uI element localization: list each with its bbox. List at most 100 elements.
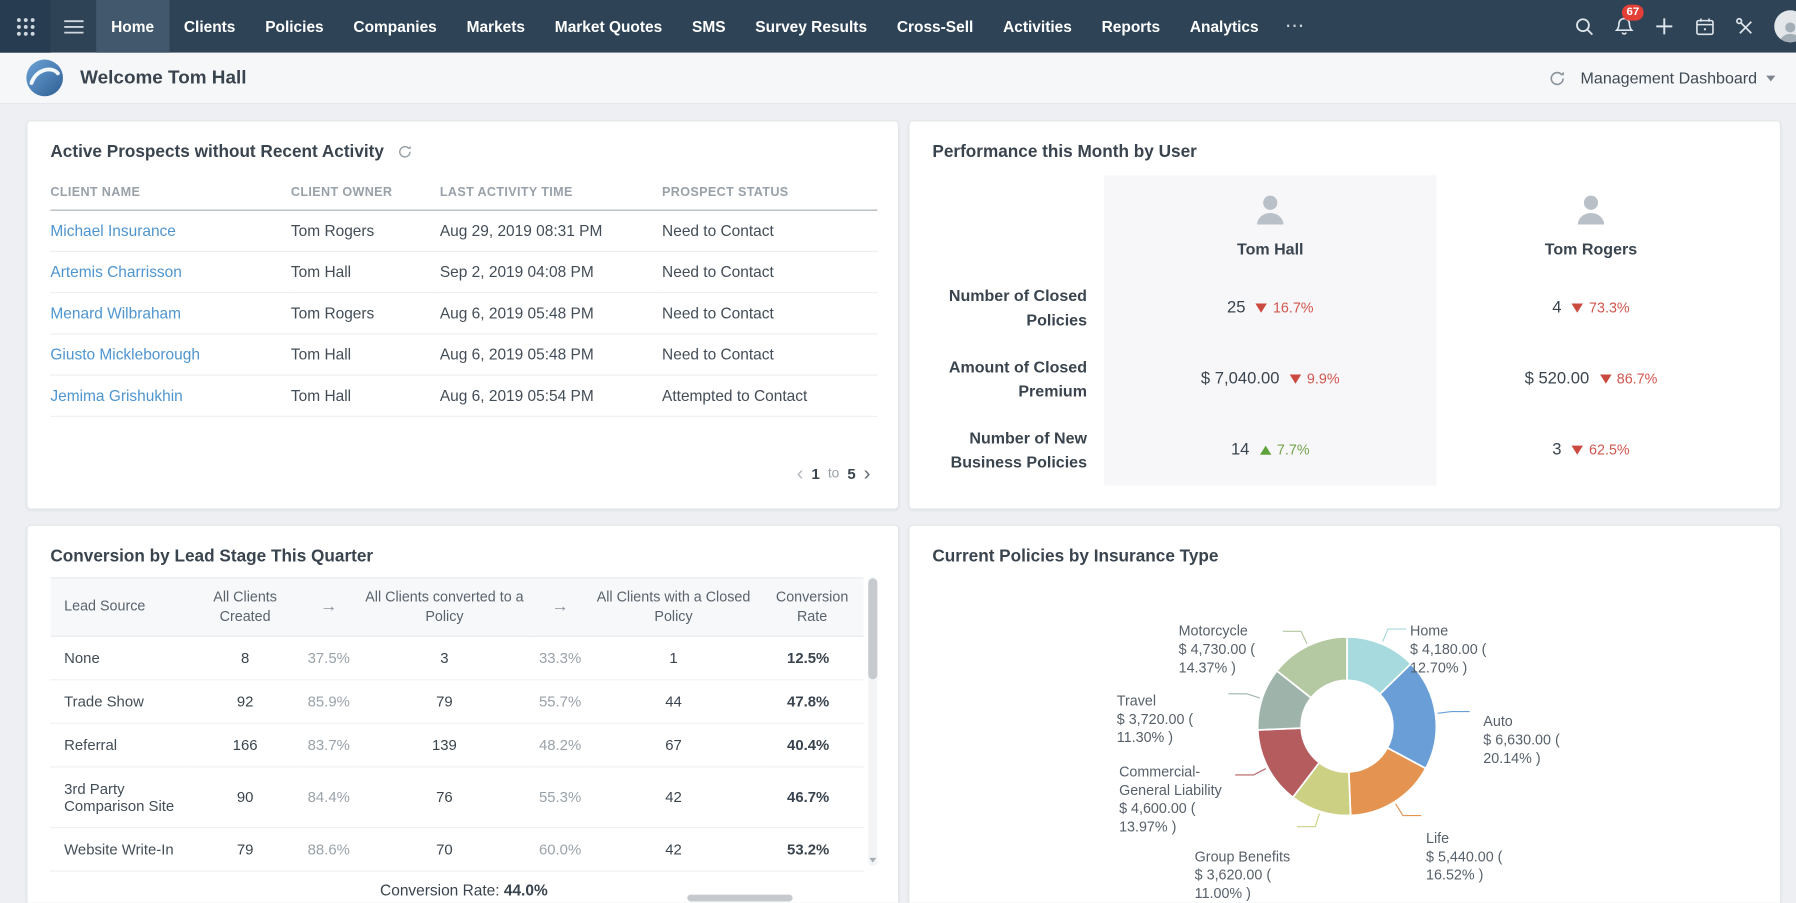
waffle-icon bbox=[16, 17, 35, 36]
pagination: ‹ 1 to 5 › bbox=[797, 463, 871, 484]
client-owner-cell: Tom Hall bbox=[290, 375, 440, 417]
table-row: Referral 166 83.7% 139 48.2% 67 40.4% bbox=[50, 723, 864, 768]
nav-tab-markets[interactable]: Markets bbox=[466, 17, 526, 35]
cell-num: 90 bbox=[187, 766, 303, 828]
donut-slice-motorcycle[interactable] bbox=[1275, 635, 1348, 700]
metric-value: 25 16.7% bbox=[1104, 272, 1437, 344]
last-activity-cell: Aug 6, 2019 05:48 PM bbox=[439, 292, 663, 335]
table-row: Trade Show 92 85.9% 79 55.7% 44 47.8% bbox=[50, 679, 864, 724]
table-row: Jemima Grishukhin Tom Hall Aug 6, 2019 05:… bbox=[50, 375, 878, 417]
cell-num: 42 bbox=[586, 766, 761, 828]
cell-pct: 55.3% bbox=[533, 766, 587, 828]
add-icon[interactable] bbox=[1647, 9, 1681, 43]
page-range-start: 1 bbox=[811, 464, 820, 482]
nav-tab-clients[interactable]: Clients bbox=[183, 17, 236, 35]
client-owner-cell: Tom Hall bbox=[290, 251, 440, 294]
table-row: 3rd Party Comparison Site 90 84.4% 76 55.3% 4… bbox=[50, 766, 864, 828]
previous-page-icon[interactable]: ‹ bbox=[796, 461, 804, 485]
setup-tools-icon[interactable] bbox=[1727, 9, 1761, 43]
cell-num: 92 bbox=[187, 679, 303, 724]
user-header-tom-hall: Tom Hall bbox=[1104, 175, 1437, 273]
card-title: Current Policies by Insurance Type bbox=[932, 546, 1219, 566]
client-name-link[interactable]: Michael Insurance bbox=[50, 222, 176, 240]
cell-lead: Trade Show bbox=[50, 679, 188, 724]
nav-tab-cross-sell[interactable]: Cross-Sell bbox=[896, 17, 974, 35]
cell-num: 70 bbox=[355, 827, 534, 872]
cell-rate: 40.4% bbox=[760, 723, 864, 768]
vertical-scrollbar[interactable] bbox=[868, 577, 878, 866]
client-name-link[interactable]: Jemima Grishukhin bbox=[50, 387, 183, 405]
nav-tab-companies[interactable]: Companies bbox=[353, 17, 437, 35]
cell-rate: 47.8% bbox=[760, 679, 864, 724]
cell-pct: 85.9% bbox=[302, 679, 356, 724]
top-navigation: Home Clients Policies Companies Markets Marke… bbox=[0, 0, 1796, 53]
prospects-table: CLIENT NAME CLIENT OWNER LAST ACTIVITY TIM… bbox=[50, 175, 878, 417]
chevron-down-icon bbox=[1766, 75, 1776, 81]
policies-by-type-card: Current Policies by Insurance Type Home $… bbox=[908, 524, 1782, 903]
nav-tab-activities[interactable]: Activities bbox=[1003, 17, 1072, 35]
change-percent: 9.9% bbox=[1306, 371, 1340, 388]
user-avatar-icon bbox=[1574, 191, 1608, 231]
column-header-all-clients-converted-to-a-policy: All Clients converted to a Policy bbox=[355, 577, 534, 637]
prospects-card: Active Prospects without Recent Activity… bbox=[26, 120, 900, 510]
client-name-link[interactable]: Giusto Mickleborough bbox=[50, 345, 200, 364]
nav-tab-home[interactable]: Home bbox=[96, 0, 169, 53]
cell-num: 1 bbox=[586, 635, 761, 681]
cell-pct: 84.4% bbox=[302, 766, 356, 828]
nav-tab-policies[interactable]: Policies bbox=[265, 17, 324, 35]
nav-tab-survey-results[interactable]: Survey Results bbox=[755, 17, 868, 35]
client-name-link[interactable]: Menard Wilbraham bbox=[50, 304, 182, 322]
nav-tab-reports[interactable]: Reports bbox=[1101, 17, 1161, 35]
column-header-conversion-rate: Conversion Rate bbox=[760, 577, 864, 637]
prospect-status-cell: Need to Contact bbox=[662, 333, 878, 376]
user-avatar[interactable] bbox=[1774, 10, 1796, 43]
metric-value: 4 73.3% bbox=[1436, 273, 1745, 344]
performance-corner-cell bbox=[921, 175, 1104, 272]
menu-icon[interactable] bbox=[50, 0, 96, 53]
cell-pct: 60.0% bbox=[533, 827, 587, 872]
decrease-icon bbox=[1255, 303, 1268, 313]
dashboard-selector[interactable]: Management Dashboard bbox=[1581, 69, 1776, 87]
column-header-all-clients-with-a-closed-policy: All Clients with a Closed Policy bbox=[586, 577, 761, 637]
client-name-cell: Menard Wilbraham bbox=[50, 292, 291, 335]
prospect-status-cell: Need to Contact bbox=[662, 251, 878, 294]
column-header-client-owner: CLIENT OWNER bbox=[290, 175, 440, 211]
app-grid-icon[interactable] bbox=[0, 0, 51, 53]
scrollbar-thumb[interactable] bbox=[868, 578, 878, 680]
cell-num: 3 bbox=[355, 635, 534, 681]
donut-label-travel: Travel $ 3,720.00 (11.30% ) bbox=[1116, 692, 1194, 746]
donut-label-life: Life $ 5,440.00 (16.52% ) bbox=[1426, 830, 1503, 884]
nav-tab-sms[interactable]: SMS bbox=[692, 17, 726, 35]
refresh-dashboard-icon[interactable] bbox=[1548, 69, 1565, 86]
metric-number: 25 bbox=[1226, 298, 1246, 318]
donut-label-home: Home $ 4,180.00 (12.70% ) bbox=[1409, 623, 1487, 676]
column-header-client-name: CLIENT NAME bbox=[50, 175, 291, 211]
cell-num: 42 bbox=[586, 827, 761, 872]
horizontal-scrollbar[interactable] bbox=[687, 894, 793, 902]
calendar-icon[interactable] bbox=[1687, 9, 1721, 43]
refresh-card-icon[interactable] bbox=[398, 144, 413, 159]
nav-tab-market-quotes[interactable]: Market Quotes bbox=[554, 17, 663, 35]
change-percent: 73.3% bbox=[1589, 300, 1630, 317]
cell-num: 166 bbox=[187, 723, 303, 768]
dashboard-content: Active Prospects without Recent Activity… bbox=[0, 104, 1796, 903]
client-name-link[interactable]: Artemis Charrisson bbox=[50, 263, 182, 281]
metric-label: Amount of Closed Premium bbox=[948, 357, 1087, 400]
nav-tab-analytics[interactable]: Analytics bbox=[1189, 17, 1259, 35]
donut-label-auto: Auto $ 6,630.00 (20.14% ) bbox=[1483, 713, 1560, 767]
column-header-prospect-status: PROSPECT STATUS bbox=[662, 175, 878, 211]
cell-num: 79 bbox=[355, 679, 534, 724]
scroll-down-icon[interactable] bbox=[869, 857, 877, 863]
next-page-icon[interactable]: › bbox=[863, 461, 871, 485]
notifications-icon[interactable]: 67 bbox=[1607, 4, 1644, 43]
table-row: None 8 37.5% 3 33.3% 1 12.5% bbox=[50, 635, 864, 681]
search-icon[interactable] bbox=[1567, 9, 1601, 43]
column-header-lead-source: Lead Source bbox=[50, 577, 188, 637]
metric-number: $ 7,040.00 bbox=[1200, 369, 1280, 389]
nav-more-icon[interactable]: ⋯ bbox=[1284, 14, 1305, 37]
arrow-right-icon: → bbox=[533, 577, 587, 637]
leader-line bbox=[1296, 813, 1320, 828]
prospect-status-cell: Need to Contact bbox=[662, 292, 878, 335]
prospect-status-cell: Attempted to Contact bbox=[662, 375, 878, 417]
donut-label-group-benefits: Group Benefits $ 3,620.00 (11.00% ) bbox=[1194, 848, 1291, 902]
